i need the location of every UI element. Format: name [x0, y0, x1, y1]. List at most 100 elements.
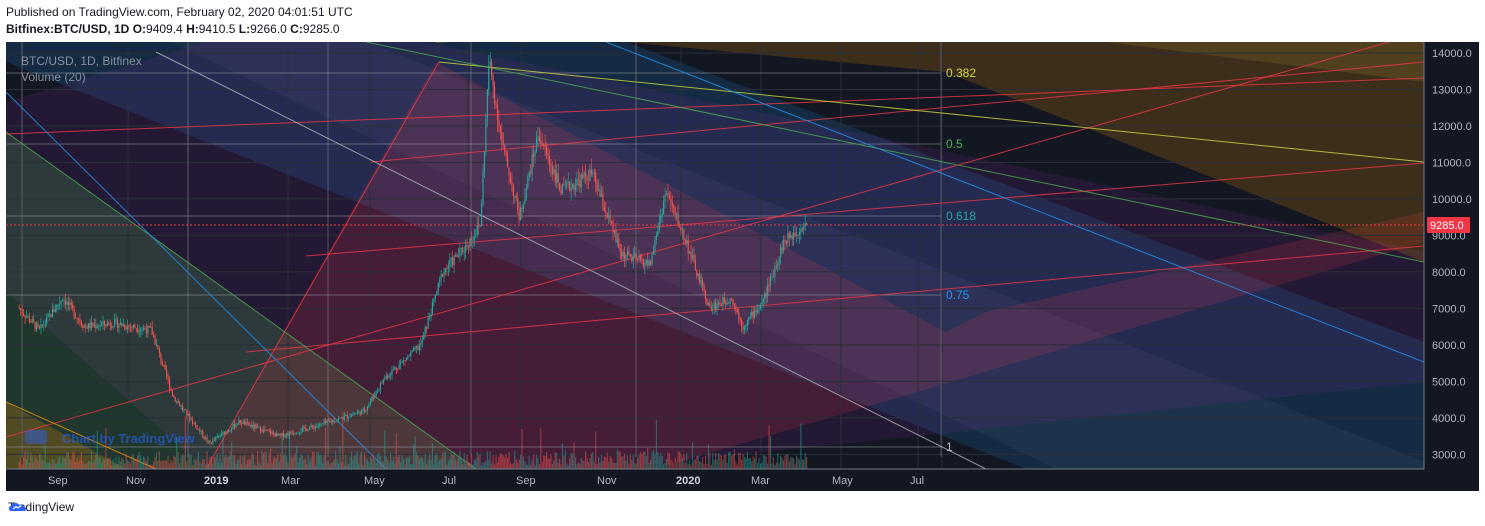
volume-bar [723, 454, 725, 469]
volume-bar [222, 430, 224, 469]
volume-bar [426, 464, 428, 469]
fan-line [305, 162, 1424, 257]
candle-body [340, 417, 343, 419]
candle-body [114, 319, 116, 327]
volume-bar [181, 454, 184, 469]
volume-bar [748, 458, 750, 469]
volume-bar [427, 460, 429, 469]
candle-body [293, 433, 295, 435]
volume-bar [785, 454, 788, 469]
time-tick-label: May [364, 475, 385, 487]
candle-body [411, 351, 413, 352]
candle-body [424, 327, 426, 334]
volume-bar [356, 451, 358, 469]
volume-bar [584, 451, 587, 469]
candle-body [532, 154, 535, 157]
band-fill [6, 42, 1424, 469]
volume-bar [561, 443, 564, 469]
candle-body [748, 317, 750, 320]
candle-body [389, 374, 392, 376]
volume-bar [258, 462, 260, 469]
candle-body [37, 323, 39, 326]
volume-bar [741, 459, 743, 469]
time-axis[interactable]: Sep Nov 2019 Mar May Jul Sep Nov 2020 Mar May Jul [6, 468, 1424, 487]
volume-bar [550, 453, 552, 469]
candle-body [67, 301, 69, 306]
candle-body [573, 184, 575, 190]
chart-svg[interactable]: 0.382 0.5 0.618 0.75 1 14000.0 13000.0 12000.0… [6, 42, 1479, 491]
volume-bar [668, 452, 670, 469]
price-axis[interactable]: 14000.0 13000.0 12000.0 11000.0 10000.0 9000.… [1423, 42, 1472, 469]
volume-bar [612, 462, 614, 469]
candle-body [566, 182, 568, 186]
candle-body [504, 144, 506, 152]
volume-bar [167, 455, 169, 469]
volume-bar [265, 451, 267, 469]
footer-brand[interactable]: TradingView [8, 500, 74, 514]
candle-body [319, 423, 321, 426]
volume-bar [63, 457, 65, 469]
candle-body [564, 185, 566, 186]
volume-bar [621, 456, 623, 469]
volume-bar [391, 461, 393, 469]
price-tick-label: 3000.0 [1432, 449, 1466, 461]
candle-body [671, 202, 673, 206]
volume-bar [255, 464, 257, 469]
volume-bar [651, 451, 653, 469]
volume-bar [108, 457, 110, 469]
volume-bar [495, 455, 497, 469]
candle-body [337, 418, 340, 421]
volume-bar [496, 462, 499, 469]
volume-bar [465, 463, 467, 469]
volume-bar [710, 464, 712, 469]
volume-bar [300, 454, 302, 469]
volume-bar [756, 462, 759, 469]
volume-bar [556, 453, 558, 469]
candle-body [339, 417, 341, 419]
candle-body [222, 432, 224, 434]
candle-body [127, 325, 129, 329]
volume-bar [46, 463, 48, 469]
volume-bar [801, 459, 803, 469]
volume-bar [236, 460, 239, 469]
candle-body [233, 423, 236, 428]
volume-bar [599, 462, 601, 469]
candle-body [654, 239, 656, 251]
volume-bar [268, 452, 270, 469]
volume-bar [626, 454, 629, 469]
volume-bar [558, 458, 561, 469]
fan-line [155, 51, 987, 469]
band-fill [6, 42, 1424, 469]
candle-body [687, 240, 689, 254]
candle-body [709, 302, 711, 306]
candle-body [642, 260, 644, 267]
candle-body [85, 326, 87, 328]
candle-body [226, 431, 228, 433]
volume-bar [177, 452, 179, 469]
candle-body [420, 343, 422, 346]
candle-body [307, 429, 309, 431]
candle-body [710, 305, 712, 310]
volume-bar [579, 463, 581, 469]
volume-bar [716, 459, 718, 469]
volume-bar [768, 425, 770, 469]
candle-body [729, 298, 731, 303]
fan-line [245, 245, 1424, 353]
candle-body [41, 324, 43, 326]
candle-body [72, 304, 74, 309]
volume-bar [85, 463, 87, 469]
chart-area[interactable]: 0.382 0.5 0.618 0.75 1 14000.0 13000.0 12000.0… [6, 42, 1479, 491]
candle-body [615, 230, 617, 243]
candle-body [537, 136, 539, 138]
candle-body [427, 318, 429, 329]
volume-bar [563, 455, 565, 469]
candle-body [648, 260, 650, 266]
candle-body [541, 142, 543, 145]
volume-bar [148, 464, 150, 469]
candle-body [203, 436, 205, 439]
volume-bar [411, 464, 413, 469]
volume-bar [317, 452, 319, 469]
candle-body [436, 292, 438, 296]
candle-body [170, 388, 172, 391]
volume-bar [678, 451, 681, 469]
